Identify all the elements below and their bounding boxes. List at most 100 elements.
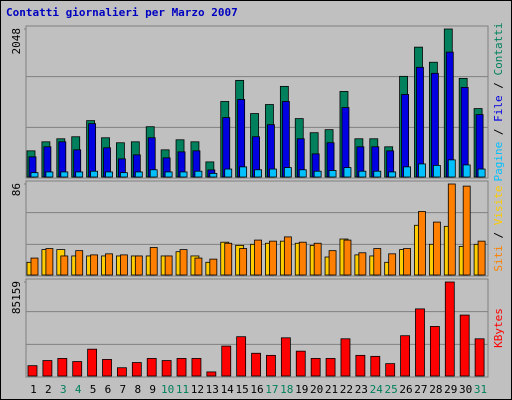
bar bbox=[194, 170, 203, 178]
bar bbox=[239, 248, 248, 276]
bar bbox=[75, 171, 84, 178]
x-tick-label: 12 bbox=[191, 383, 204, 396]
bar bbox=[462, 185, 471, 276]
x-tick-label: 5 bbox=[90, 383, 97, 396]
legend-entry: KBytes bbox=[492, 308, 505, 348]
bar bbox=[254, 239, 262, 276]
x-tick-label: 14 bbox=[221, 383, 235, 396]
bar bbox=[45, 171, 54, 178]
bar bbox=[280, 337, 291, 377]
legend-separator: / bbox=[492, 122, 505, 142]
bar bbox=[87, 348, 98, 377]
bar bbox=[88, 123, 97, 178]
bar bbox=[120, 254, 128, 276]
bar bbox=[477, 240, 486, 276]
bar bbox=[239, 166, 248, 178]
legend-entry: Visite bbox=[492, 185, 505, 225]
bar bbox=[370, 355, 381, 377]
bar bbox=[179, 249, 188, 276]
x-tick-label: 22 bbox=[340, 383, 353, 396]
x-tick-label: 19 bbox=[295, 383, 308, 396]
bar bbox=[459, 314, 470, 377]
x-tick-label: 3 bbox=[60, 383, 67, 396]
x-tick-label: 24 bbox=[370, 383, 384, 396]
y-tick-label: 85159 bbox=[10, 281, 23, 314]
x-tick-label: 26 bbox=[399, 383, 412, 396]
bar bbox=[474, 338, 485, 377]
x-tick-label: 16 bbox=[250, 383, 263, 396]
x-tick-label: 6 bbox=[105, 383, 112, 396]
bar bbox=[105, 253, 113, 276]
bar bbox=[400, 335, 410, 377]
x-tick-label: 20 bbox=[310, 383, 323, 396]
x-tick-label: 13 bbox=[206, 383, 219, 396]
bar bbox=[355, 354, 366, 377]
bar bbox=[283, 236, 292, 276]
bar bbox=[328, 170, 337, 178]
bar bbox=[221, 345, 232, 377]
legend-separator: / bbox=[492, 75, 505, 95]
bar bbox=[328, 250, 337, 276]
bar bbox=[134, 171, 143, 178]
bar bbox=[388, 253, 397, 276]
bar bbox=[90, 254, 99, 276]
x-tick-label: 4 bbox=[75, 383, 82, 396]
bar bbox=[418, 211, 426, 276]
bar bbox=[149, 247, 158, 276]
bar bbox=[237, 99, 246, 178]
x-tick-label: 10 bbox=[161, 383, 174, 396]
legend: Siti / Visite bbox=[492, 185, 505, 271]
bar bbox=[295, 350, 306, 377]
chart-title: Contatti giornalieri per Marzo 2007 bbox=[6, 6, 238, 19]
bar bbox=[429, 326, 440, 377]
bar bbox=[403, 166, 411, 178]
bar bbox=[298, 169, 307, 178]
bar bbox=[42, 360, 53, 377]
bar bbox=[254, 169, 262, 178]
x-tick-label: 27 bbox=[414, 383, 427, 396]
bar bbox=[224, 242, 233, 276]
bar bbox=[209, 172, 218, 178]
bar bbox=[313, 242, 322, 276]
x-tick-label: 11 bbox=[176, 383, 189, 396]
bar bbox=[194, 257, 203, 276]
bar bbox=[27, 365, 38, 377]
x-tick-label: 15 bbox=[235, 383, 248, 396]
bar bbox=[149, 169, 158, 178]
x-tick-label: 29 bbox=[444, 383, 457, 396]
bar bbox=[161, 360, 172, 377]
bar bbox=[176, 358, 187, 377]
x-tick-label: 7 bbox=[120, 383, 127, 396]
bar bbox=[206, 371, 217, 377]
bar bbox=[462, 164, 471, 178]
x-tick-label: 31 bbox=[474, 383, 487, 396]
x-tick-label: 21 bbox=[325, 383, 338, 396]
bar bbox=[179, 171, 188, 178]
bar bbox=[415, 308, 425, 377]
bar bbox=[90, 170, 99, 178]
y-tick-label: 86 bbox=[10, 183, 23, 196]
bar bbox=[266, 354, 276, 377]
bar bbox=[60, 171, 69, 178]
bar bbox=[45, 248, 54, 276]
bar bbox=[105, 171, 113, 178]
bar bbox=[432, 221, 441, 276]
bar bbox=[401, 94, 409, 178]
bar bbox=[102, 359, 112, 377]
bar bbox=[430, 72, 439, 178]
bar bbox=[313, 170, 322, 178]
bar bbox=[222, 117, 231, 178]
bar bbox=[117, 367, 127, 377]
y-tick-label: 2048 bbox=[10, 28, 23, 55]
bar bbox=[164, 255, 173, 276]
bar bbox=[60, 255, 69, 276]
legend-entry: Contatti bbox=[492, 23, 505, 76]
bar bbox=[358, 252, 367, 276]
bar bbox=[385, 363, 396, 377]
bar bbox=[75, 250, 84, 276]
legend: KBytes bbox=[492, 308, 505, 348]
bar bbox=[388, 171, 397, 178]
legend: Pagine / File / Contatti bbox=[492, 23, 505, 182]
bar bbox=[298, 241, 307, 276]
